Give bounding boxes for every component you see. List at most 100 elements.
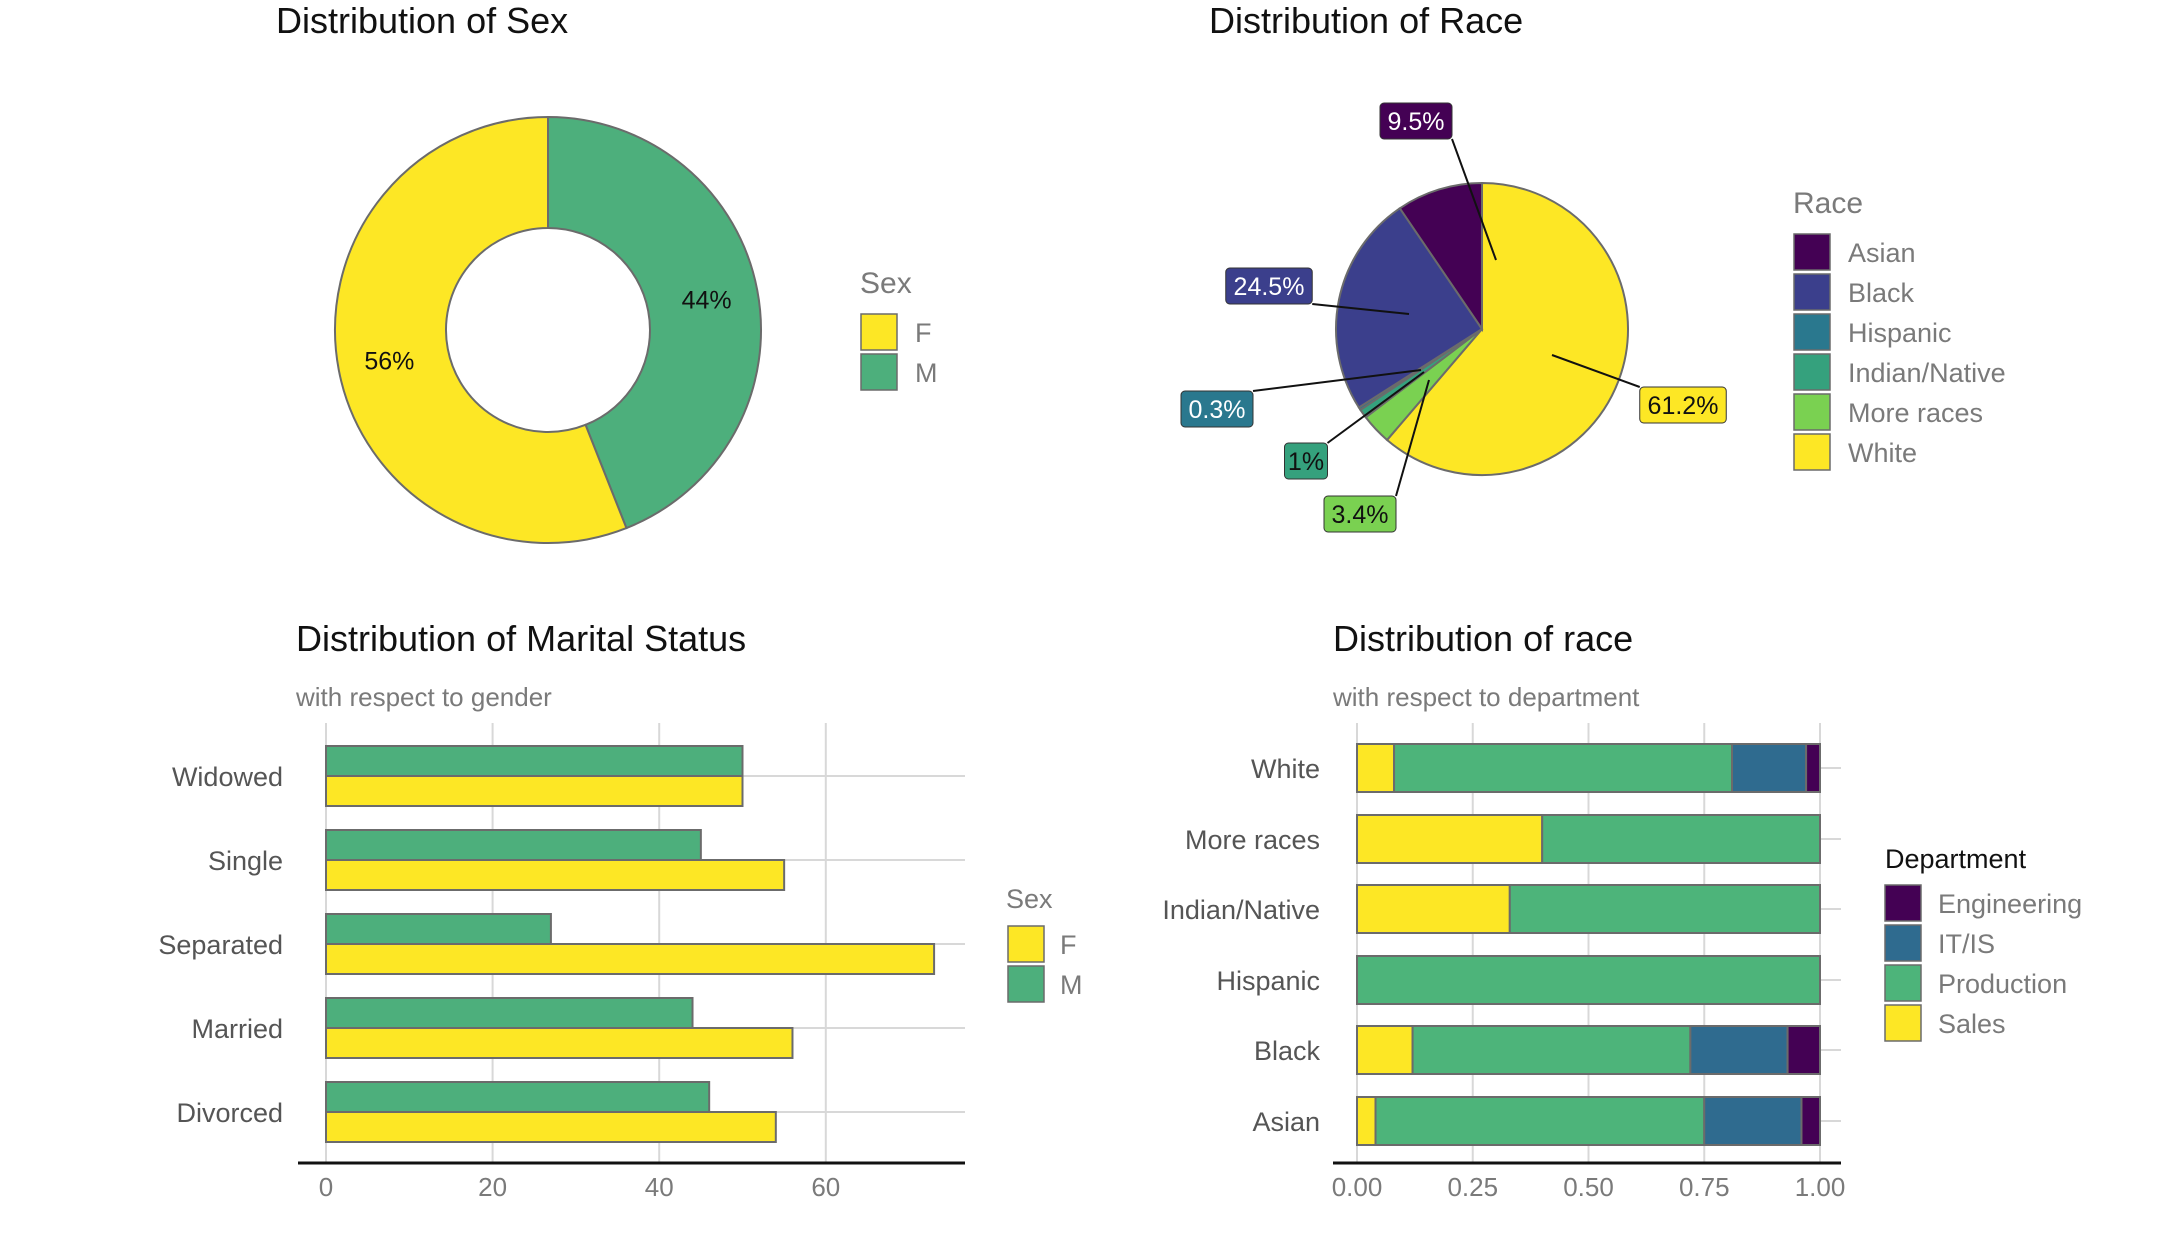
callout-box-more-races [1323, 495, 1397, 533]
bar-f-married [325, 1027, 794, 1059]
legend-key-m [1007, 965, 1045, 1003]
callout-line-white [1551, 354, 1641, 388]
marital-chart-title: Distribution of Marital Status [296, 618, 746, 659]
callout-line-black [1312, 303, 1410, 315]
legend-label-asian: Asian [1848, 238, 1916, 268]
bar-it-is-black [1689, 1025, 1789, 1075]
callout-line-indian-native [1326, 371, 1425, 444]
callout-box-black [1225, 267, 1313, 305]
legend-key-m [860, 353, 898, 391]
marital-bar-chart: Distribution of Marital Status with resp… [158, 618, 1082, 1202]
y-tick-label-indian-native: Indian/Native [1162, 895, 1320, 925]
y-tick-label-divorced: Divorced [176, 1098, 283, 1128]
legend-label-indian-native: Indian/Native [1848, 358, 2006, 388]
y-tick-label-black: Black [1254, 1036, 1321, 1066]
bar-m-widowed [325, 745, 744, 777]
legend-key-f [860, 313, 898, 351]
legend-key-black [1793, 273, 1831, 311]
callout-label-hispanic: 0.3% [1189, 396, 1246, 424]
marital-chart-panel: Distribution of Marital Status with resp… [0, 618, 1082, 1236]
legend-key-white [1793, 433, 1831, 471]
marital-legend-title: Sex [1006, 884, 1053, 914]
legend-key-indian-native [1793, 353, 1831, 391]
callout-label-black: 24.5% [1234, 273, 1305, 301]
donut-slice-m [547, 115, 762, 530]
y-tick-label-asian: Asian [1252, 1107, 1320, 1137]
bar-engineering-black [1786, 1025, 1822, 1075]
legend-label-hispanic: Hispanic [1848, 318, 1952, 348]
y-tick-label-white: White [1251, 754, 1320, 784]
marital-chart-subtitle: with respect to gender [295, 682, 552, 712]
x-tick-label: 60 [811, 1172, 840, 1202]
bar-m-separated [325, 913, 552, 945]
legend-label-white: White [1848, 438, 1917, 468]
x-tick-label: 0.75 [1679, 1172, 1730, 1202]
y-tick-label-separated: Separated [158, 930, 283, 960]
callout-label-asian: 9.5% [1388, 108, 1445, 136]
sex-chart-title: Distribution of Sex [276, 0, 568, 41]
bar-production-white [1393, 743, 1734, 793]
bar-f-separated [325, 943, 936, 975]
race-chart-title: Distribution of Race [1209, 0, 1523, 41]
bar-it-is-asian [1703, 1096, 1803, 1146]
bar-engineering-asian [1800, 1096, 1821, 1146]
bar-it-is-white [1731, 743, 1808, 793]
bar-production-indian-native [1508, 884, 1821, 934]
callout-box-white [1639, 386, 1727, 424]
callout-label-indian-native: 1% [1288, 448, 1324, 476]
race-legend-title: Race [1793, 187, 1863, 220]
legend-key-hispanic [1793, 313, 1831, 351]
callout-label-more-races: 3.4% [1332, 501, 1389, 529]
race-pie-chart: Distribution of Race 9.5% 24.5% 0.3% 1% 3.4%… [1180, 0, 2006, 533]
bar-f-single [325, 859, 786, 891]
legend-label-f: F [1060, 930, 1077, 960]
callout-box-indian-native [1284, 442, 1328, 480]
legend-key-asian [1793, 233, 1831, 271]
bar-m-divorced [325, 1081, 711, 1113]
legend-label-production: Production [1938, 969, 2067, 999]
callout-box-hispanic [1180, 390, 1254, 428]
legend-label-more-races: More races [1848, 398, 1983, 428]
bar-production-more-races [1541, 814, 1821, 864]
legend-label-sales: Sales [1938, 1009, 2006, 1039]
y-tick-label-single: Single [208, 846, 283, 876]
bar-production-hispanic [1356, 955, 1821, 1005]
dept-chart-title: Distribution of race [1333, 618, 1633, 659]
donut-label-m: 44% [682, 287, 732, 315]
bar-sales-white [1356, 743, 1396, 793]
y-tick-label-more-races: More races [1185, 825, 1320, 855]
x-tick-label: 20 [478, 1172, 507, 1202]
callout-line-hispanic [1252, 369, 1422, 392]
callout-line-more-races [1395, 379, 1430, 497]
legend-key-it-is [1884, 924, 1922, 962]
bar-f-widowed [325, 775, 744, 807]
dept-stacked-bar-chart: Distribution of race with respect to dep… [1162, 618, 2082, 1202]
bar-m-single [325, 829, 702, 861]
callout-label-white: 61.2% [1648, 392, 1719, 420]
y-tick-label-hispanic: Hispanic [1216, 966, 1320, 996]
bar-production-asian [1374, 1096, 1706, 1146]
x-tick-label: 0 [319, 1172, 333, 1202]
bar-engineering-white [1805, 743, 1821, 793]
x-tick-label: 1.00 [1795, 1172, 1846, 1202]
bar-sales-more-races [1356, 814, 1544, 864]
bar-sales-asian [1356, 1096, 1377, 1146]
y-tick-label-married: Married [191, 1014, 283, 1044]
dept-chart-panel: Distribution of race with respect to dep… [1079, 618, 2158, 1236]
legend-label-engineering: Engineering [1938, 889, 2082, 919]
bar-f-divorced [325, 1111, 777, 1143]
x-tick-label: 0.00 [1332, 1172, 1383, 1202]
legend-label-black: Black [1848, 278, 1915, 308]
bar-m-married [325, 997, 694, 1029]
x-tick-label: 0.25 [1447, 1172, 1498, 1202]
callout-box-asian [1379, 102, 1453, 140]
legend-key-engineering [1884, 884, 1922, 922]
donut-label-f: 56% [364, 347, 414, 375]
legend-label-it-is: IT/IS [1938, 929, 1995, 959]
dept-chart-subtitle: with respect to department [1332, 682, 1640, 712]
x-tick-label: 0.50 [1563, 1172, 1614, 1202]
pie-slice-asian [1398, 181, 1483, 333]
sex-legend-title: Sex [860, 267, 912, 300]
callout-line-asian [1451, 138, 1497, 261]
legend-label-m: M [915, 358, 938, 388]
